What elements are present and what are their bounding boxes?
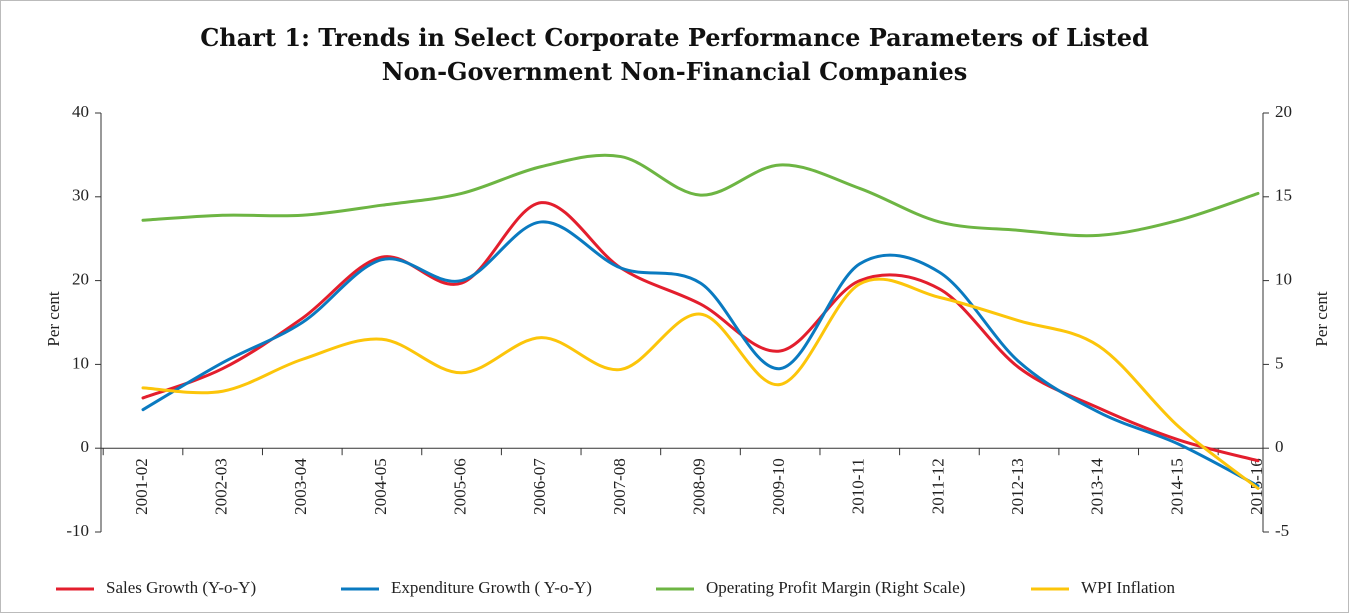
x-tick-label: 2013-14 — [1088, 458, 1107, 515]
x-tick-label: 2011-12 — [928, 458, 947, 514]
y-tick-label: -10 — [66, 521, 89, 540]
y-tick-label: 20 — [72, 270, 89, 289]
y2-tick-label: 10 — [1275, 270, 1292, 289]
y-tick-label: 0 — [81, 437, 90, 456]
series-line — [141, 153, 1260, 238]
series-line — [141, 277, 1260, 490]
y-tick-label: 10 — [72, 353, 89, 372]
y-tick-label: 30 — [72, 186, 89, 205]
legend-label: Expenditure Growth ( Y-o-Y) — [391, 578, 592, 597]
y2-axis-label: Per cent — [1312, 291, 1331, 347]
y-axis-label: Per cent — [44, 291, 63, 347]
y-tick-label: 40 — [72, 102, 89, 121]
y2-tick-label: 0 — [1275, 437, 1284, 456]
series-line — [141, 220, 1260, 488]
x-tick-label: 2010-11 — [849, 458, 868, 514]
y2-tick-label: 15 — [1275, 186, 1292, 205]
x-tick-label: 2007-08 — [610, 458, 629, 515]
x-tick-label: 2001-02 — [132, 458, 151, 515]
x-tick-label: 2002-03 — [212, 458, 231, 515]
x-tick-label: 2008-09 — [689, 458, 708, 515]
x-tick-label: 2005-06 — [450, 458, 469, 515]
legend-label: WPI Inflation — [1081, 578, 1175, 597]
x-tick-label: 2014-15 — [1167, 458, 1186, 515]
x-tick-label: 2012-13 — [1008, 458, 1027, 515]
y2-tick-label: 5 — [1275, 353, 1284, 372]
legend-label: Sales Growth (Y-o-Y) — [106, 578, 256, 597]
series-line — [141, 201, 1260, 463]
x-tick-label: 2004-05 — [371, 458, 390, 515]
x-tick-label: 2003-04 — [291, 458, 310, 515]
y2-tick-label: 20 — [1275, 102, 1292, 121]
y2-tick-label: -5 — [1275, 521, 1289, 540]
x-tick-label: 2006-07 — [530, 458, 549, 515]
legend-label: Operating Profit Margin (Right Scale) — [706, 578, 965, 597]
x-tick-label: 2009-10 — [769, 458, 788, 515]
chart-title: Chart 1: Trends in Select Corporate Perf… — [200, 23, 1149, 86]
